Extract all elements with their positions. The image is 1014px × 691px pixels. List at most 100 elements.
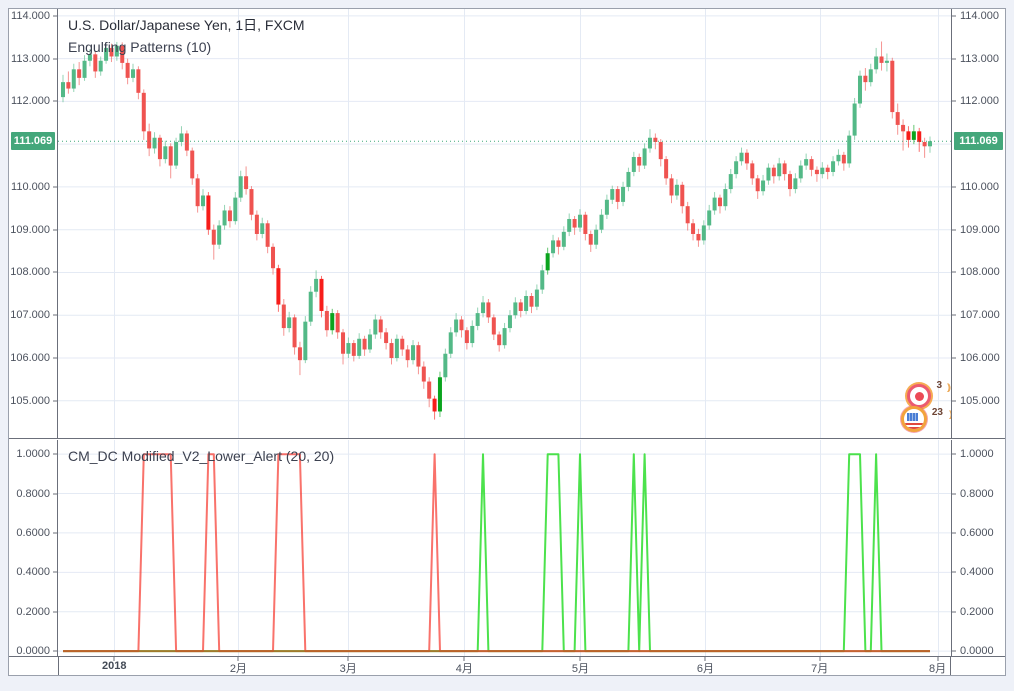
axis-tick-label: 0.8000 bbox=[16, 487, 50, 500]
time-tick-label: 2018 bbox=[102, 660, 127, 672]
axis-tick-label: 110.000 bbox=[11, 180, 50, 193]
axis-tick bbox=[53, 453, 57, 455]
axis-tick-label: 105.000 bbox=[10, 394, 50, 407]
swirl-decoration: )) bbox=[947, 382, 951, 392]
axis-tick-label: 112.000 bbox=[11, 95, 50, 108]
time-tick bbox=[347, 657, 349, 661]
axis-tick bbox=[53, 400, 57, 402]
time-tick-label: 6月 bbox=[696, 663, 714, 675]
axis-tick bbox=[952, 400, 956, 402]
idea-markers: 3 )) 23 )) bbox=[893, 380, 951, 438]
axis-tick-label: 114.000 bbox=[11, 9, 50, 22]
axis-tick-label: 0.8000 bbox=[960, 487, 994, 500]
axis-tick bbox=[952, 650, 956, 652]
axis-tick-label: 0.0000 bbox=[16, 645, 50, 658]
idea-marker-1[interactable]: 3 )) bbox=[907, 380, 951, 408]
alert-line-chart bbox=[58, 440, 951, 656]
time-tick-label: 5月 bbox=[571, 663, 589, 675]
axis-tick bbox=[952, 532, 956, 534]
time-tick-label: 3月 bbox=[339, 663, 357, 675]
axis-tick-label: 113.000 bbox=[960, 52, 999, 65]
time-tick bbox=[237, 657, 239, 661]
axis-tick-label: 106.000 bbox=[10, 352, 50, 365]
axis-tick bbox=[53, 58, 57, 60]
idea-count-badge: 23 bbox=[931, 407, 943, 418]
price-plot[interactable]: U.S. Dollar/Japanese Yen, 1日, FXCM Engul… bbox=[58, 9, 951, 438]
axis-tick bbox=[53, 186, 57, 188]
axis-tick bbox=[53, 571, 57, 573]
axis-tick bbox=[952, 453, 956, 455]
last-price-badge-right[interactable]: 111.069 bbox=[954, 132, 1003, 151]
idea-bubble-icon bbox=[907, 384, 931, 408]
flag-icon bbox=[907, 413, 918, 421]
candlestick-chart bbox=[58, 9, 951, 438]
time-tick bbox=[704, 657, 706, 661]
indicator-axis-left[interactable]: 1.0000 0.8000 0.6000 0.4000 0.2000 0.0000 bbox=[9, 440, 58, 658]
axis-tick bbox=[53, 357, 57, 359]
stripes-decoration bbox=[905, 422, 923, 429]
axis-tick-label: 1.0000 bbox=[960, 448, 994, 461]
chart-frame: 111.069 114.000 113.000 112.000 110.000 109.… bbox=[8, 8, 1006, 676]
idea-marker-2[interactable]: 23 )) bbox=[901, 406, 951, 432]
axis-tick bbox=[53, 611, 57, 613]
axis-tick-label: 110.000 bbox=[960, 180, 999, 193]
time-axis[interactable]: 2018 2月 3月 4月 5月 6月 7月 8月 bbox=[9, 656, 1005, 675]
symbol-title[interactable]: U.S. Dollar/Japanese Yen, 1日, FXCM bbox=[68, 17, 305, 33]
axis-tick bbox=[952, 611, 956, 613]
axis-tick-label: 107.000 bbox=[960, 309, 1000, 322]
axis-tick bbox=[53, 229, 57, 231]
axis-tick bbox=[952, 493, 956, 495]
axis-tick bbox=[952, 58, 956, 60]
indicator-axis-right[interactable]: 1.0000 0.8000 0.6000 0.4000 0.2000 0.0000 bbox=[951, 440, 1005, 658]
price-axis-left[interactable]: 111.069 114.000 113.000 112.000 110.000 109.… bbox=[9, 9, 58, 438]
axis-tick-label: 0.4000 bbox=[16, 566, 50, 579]
time-tick bbox=[463, 657, 465, 661]
axis-tick-label: 0.0000 bbox=[960, 645, 994, 658]
pane-divider[interactable] bbox=[9, 438, 1005, 440]
axis-tick bbox=[53, 15, 57, 17]
time-tick bbox=[579, 657, 581, 661]
price-axis-right[interactable]: 111.069 114.000 113.000 112.000 110.000 109.… bbox=[951, 9, 1005, 438]
axis-tick bbox=[53, 493, 57, 495]
axis-tick-label: 1.0000 bbox=[16, 448, 50, 461]
axis-tick bbox=[952, 571, 956, 573]
last-price-badge-left[interactable]: 111.069 bbox=[11, 132, 55, 151]
axis-tick-label: 108.000 bbox=[10, 266, 50, 279]
time-tick bbox=[113, 657, 115, 661]
axis-tick-label: 105.000 bbox=[960, 394, 1000, 407]
indicator-title[interactable]: Engulfing Patterns (10) bbox=[68, 39, 212, 55]
lower-indicator-title[interactable]: CM_DC Modified_V2_Lower_Alert (20, 20) bbox=[68, 448, 335, 464]
axis-tick-label: 108.000 bbox=[960, 266, 1000, 279]
axis-tick-label: 106.000 bbox=[960, 352, 1000, 365]
legend: U.S. Dollar/Japanese Yen, 1日, FXCM Engul… bbox=[68, 14, 305, 58]
axis-tick bbox=[952, 271, 956, 273]
axis-tick-label: 107.000 bbox=[10, 309, 50, 322]
time-tick bbox=[819, 657, 821, 661]
axis-tick-label: 0.2000 bbox=[960, 605, 994, 618]
time-tick bbox=[937, 657, 939, 661]
idea-count-badge: 3 bbox=[936, 380, 942, 391]
idea-bubble-icon bbox=[901, 406, 927, 432]
axis-tick bbox=[952, 314, 956, 316]
time-tick-label: 8月 bbox=[929, 663, 947, 675]
indicator-legend: CM_DC Modified_V2_Lower_Alert (20, 20) bbox=[68, 445, 334, 467]
axis-tick-label: 112.000 bbox=[960, 95, 999, 108]
axis-tick-label: 0.6000 bbox=[16, 526, 50, 539]
axis-tick-label: 0.2000 bbox=[16, 605, 50, 618]
axis-separator bbox=[58, 657, 59, 675]
axis-separator bbox=[950, 657, 951, 675]
axis-tick-label: 114.000 bbox=[960, 9, 999, 22]
time-tick-label: 7月 bbox=[811, 663, 829, 675]
axis-tick bbox=[952, 357, 956, 359]
axis-tick bbox=[952, 15, 956, 17]
axis-tick-label: 0.4000 bbox=[960, 566, 994, 579]
axis-tick bbox=[53, 314, 57, 316]
axis-tick bbox=[952, 100, 956, 102]
axis-tick bbox=[53, 532, 57, 534]
axis-tick bbox=[53, 650, 57, 652]
axis-tick-label: 109.000 bbox=[10, 223, 50, 236]
indicator-plot[interactable]: CM_DC Modified_V2_Lower_Alert (20, 20) bbox=[58, 440, 951, 656]
axis-tick bbox=[952, 229, 956, 231]
axis-tick-label: 0.6000 bbox=[960, 526, 994, 539]
time-tick-label: 2月 bbox=[229, 663, 247, 675]
